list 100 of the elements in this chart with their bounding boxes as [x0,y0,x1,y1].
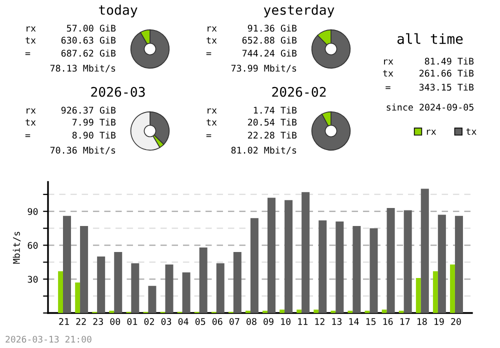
chart-title: 2026-02 [272,86,326,97]
text: 73.99 Mbit/s [231,64,296,72]
x-tick-label: 00 [110,318,120,326]
legend-label: rx [426,130,436,135]
bar [182,272,190,313]
text: 2026-03-13 21:00 [6,336,92,343]
bar [216,263,224,313]
bar [233,252,242,313]
x-tick-label: 14 [349,318,359,325]
text: rx [208,26,217,32]
bar [352,226,361,313]
bar [450,264,455,313]
text: tx [26,37,36,44]
text: 81.49 TiB [424,58,474,65]
text: tx [26,119,36,126]
bar [382,310,387,313]
x-tick-label: 03 [161,318,172,326]
text: 343.15 TiB [419,84,474,91]
bar [268,198,276,313]
bar [420,188,429,313]
y-tick-label: 90 [28,208,38,215]
text: 81.02 Mbit/s [231,146,296,154]
text: = [206,134,212,137]
text: tx [206,37,217,44]
text: = [25,134,30,137]
chart-title: today [98,4,138,18]
x-tick-label: 18 [417,318,427,326]
donut-slice [311,111,351,151]
bar [296,310,302,313]
donut-slice [311,29,351,69]
chart-title: 2026-03 [91,86,145,97]
bar [302,192,310,313]
x-tick-label: 15 [366,318,376,326]
bar [80,226,88,313]
x-tick-label: 11 [298,318,308,325]
text: 7.99 TiB [72,118,116,126]
x-tick-label: 17 [400,318,410,325]
x-tick-label: 07 [230,318,240,326]
x-tick-label: 04 [178,318,188,326]
text: tx [206,119,217,126]
bar [250,218,258,313]
text: all time [397,33,463,44]
bar [386,208,395,313]
bar [432,271,438,313]
text: 926.37 GiB [61,106,116,114]
text: 1.74 TiB [254,106,297,114]
x-tick-label: 10 [281,318,290,326]
bar [314,310,319,313]
x-tick-label: 12 [315,318,324,325]
y-tick-label: 30 [28,276,38,283]
text: rx [384,59,394,65]
text: 261.66 TiB [419,70,474,77]
donut-slice [130,29,170,69]
bar [336,222,344,313]
y-tick-label: 60 [28,242,38,249]
text: rx [26,108,36,114]
bar [75,282,80,313]
text: 744.24 GiB [242,50,297,57]
legend-label: tx [466,128,476,135]
text: = [206,52,212,55]
text: 78.13 Mbit/s [50,64,116,72]
text: 22.28 TiB [248,132,297,139]
bar [404,210,412,313]
bar [370,228,378,313]
text: 57.00 GiB [66,24,116,32]
text: 652.88 GiB [242,36,297,44]
x-tick-label: 09 [264,318,274,326]
bar [318,220,327,313]
bar [97,256,106,313]
x-tick-label: 13 [332,318,342,326]
x-tick-label: 05 [195,318,206,326]
x-tick-label: 08 [246,318,256,326]
bar [165,264,174,313]
text: rx [208,108,217,114]
bar [114,252,122,313]
x-tick-label: 02 [144,318,154,326]
bar [58,271,63,313]
x-tick-label: 21 [59,318,69,325]
text: since 2024-09-05 [386,104,474,111]
x-tick-label: 22 [76,318,86,325]
x-tick-label: 01 [127,318,138,326]
text: 70.36 Mbit/s [50,146,116,154]
bar [131,263,140,313]
chart-title: yesterday [264,4,334,18]
bar [62,216,72,313]
text: = [25,52,30,55]
text: 687.62 GiB [61,50,116,57]
bar [416,278,421,313]
x-tick-label: 16 [383,318,393,326]
x-tick-label: 19 [434,318,444,326]
x-tick-label: 20 [451,318,461,326]
y-axis-title: Mbit/s [12,232,21,264]
bar [280,310,285,313]
bar [284,200,293,313]
text: = [386,86,390,89]
bar [438,214,446,313]
x-tick-label: 23 [93,318,103,326]
bar [454,216,463,313]
text: 630.63 GiB [61,36,116,44]
text: 91.36 GiB [248,24,297,32]
